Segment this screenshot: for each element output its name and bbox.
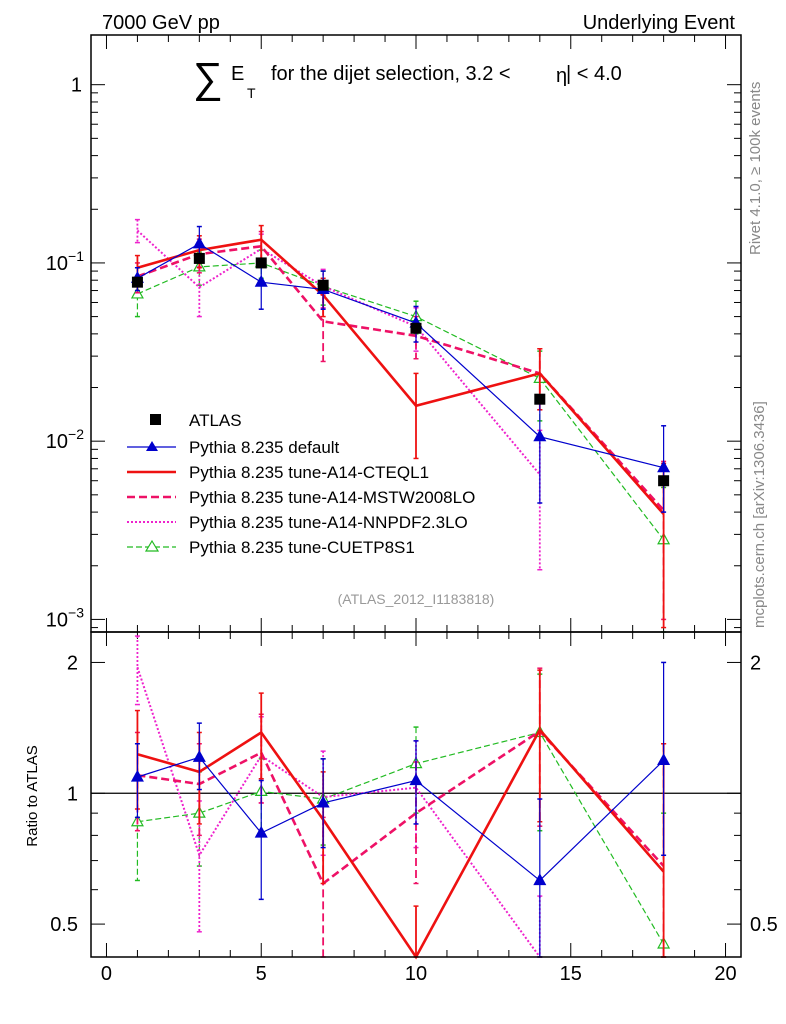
- process-label: Underlying Event: [583, 12, 736, 34]
- marker-default: [254, 825, 268, 838]
- legend-label-mstw: Pythia 8.235 tune-A14-MSTW2008LO: [189, 488, 475, 507]
- legend-label-cuetp8s1: Pythia 8.235 tune-CUETP8S1: [189, 538, 415, 557]
- marker-default: [409, 773, 423, 786]
- legend-label-nnpdf: Pythia 8.235 tune-A14-NNPDF2.3LO: [189, 513, 468, 532]
- title-t-subscript: T: [247, 85, 256, 101]
- ratio-ytick-label-right: 2: [750, 652, 761, 674]
- legend-entry-atlas: ATLAS: [150, 411, 242, 430]
- data-point-atlas: [317, 279, 329, 291]
- analysis-id: (ATLAS_2012_I1183818): [338, 591, 495, 607]
- ratio-ytick-label: 2: [67, 652, 78, 674]
- legend: ATLAS Pythia 8.235 default Pythia 8.235 …: [127, 411, 475, 557]
- ratio-series: [130, 635, 671, 960]
- sum-symbol: ∑: [193, 54, 223, 101]
- marker-default: [130, 769, 144, 782]
- marker-default: [533, 873, 547, 886]
- legend-marker-cuetp8s1: [144, 539, 160, 552]
- plot-title: ∑ E T for the dijet selection, 3.2 < η |…: [193, 54, 622, 101]
- main-ytick-label: 10−2: [46, 426, 84, 453]
- marker-default: [316, 795, 330, 808]
- title-eta: η: [556, 65, 567, 87]
- marker-default: [192, 236, 206, 249]
- ratio-ytick-label-right: 0.5: [750, 914, 778, 936]
- title-e-letter: E: [231, 63, 244, 85]
- data-point-atlas: [658, 475, 670, 487]
- legend-entry-cteql1: Pythia 8.235 tune-A14-CTEQL1: [127, 463, 429, 482]
- data-point-atlas: [534, 393, 546, 405]
- marker-default: [533, 429, 547, 442]
- title-bracket: | < 4.0: [566, 63, 622, 85]
- main-y-ticks: [91, 84, 741, 629]
- main-ytick-label: 10−3: [46, 604, 84, 631]
- data-point-atlas: [131, 276, 143, 288]
- main-y-labels: 10−3 10−2 10−1 1: [46, 75, 84, 632]
- ratio-ytick-label: 0.5: [50, 914, 78, 936]
- series-line-mstw: [137, 729, 665, 886]
- data-point-atlas: [255, 257, 267, 269]
- marker-default: [192, 750, 206, 762]
- legend-entry-cuetp8s1: Pythia 8.235 tune-CUETP8S1: [127, 538, 415, 557]
- xtick-label: 5: [256, 963, 267, 985]
- main-panel: 10−3 10−2 10−1 1 ATLAS Pythia 8.235 defa…: [46, 34, 742, 633]
- xtick-label: 20: [714, 963, 736, 985]
- mcplots-label: mcplots.cern.ch [arXiv:1306.3436]: [751, 401, 768, 628]
- legend-marker-default: [146, 441, 158, 451]
- main-ytick-label: 1: [71, 75, 82, 97]
- series-line-default: [137, 756, 665, 882]
- marker-default: [657, 753, 671, 766]
- legend-label-cteql1: Pythia 8.235 tune-A14-CTEQL1: [189, 463, 429, 482]
- title-selection-text: for the dijet selection, 3.2 <: [271, 63, 511, 85]
- xtick-label: 0: [101, 963, 112, 985]
- series-line-cuetp8s1: [137, 731, 665, 945]
- main-x-ticks: [105, 35, 727, 632]
- legend-marker-atlas: [150, 414, 161, 425]
- series-line-default: [137, 243, 664, 469]
- data-point-atlas: [193, 252, 205, 264]
- xtick-label: 10: [405, 963, 427, 985]
- legend-entry-mstw: Pythia 8.235 tune-A14-MSTW2008LO: [127, 488, 475, 507]
- main-series: [130, 218, 671, 633]
- legend-label-atlas: ATLAS: [189, 411, 242, 430]
- legend-entry-nnpdf: Pythia 8.235 tune-A14-NNPDF2.3LO: [127, 513, 468, 532]
- marker-default: [254, 274, 268, 287]
- xtick-label: 15: [560, 963, 582, 985]
- rivet-label: Rivet 4.1.0, ≥ 100k events: [747, 82, 764, 255]
- energy-label: 7000 GeV pp: [102, 12, 220, 34]
- main-ytick-label: 10−1: [46, 248, 84, 275]
- ratio-ytick-label: 1: [67, 783, 78, 805]
- legend-entry-default: Pythia 8.235 default: [127, 438, 340, 457]
- ratio-y-axis-label: Ratio to ATLAS: [24, 745, 41, 846]
- marker-default: [657, 460, 671, 473]
- ratio-frame: [90, 631, 742, 958]
- ratio-panel: 0.5 1 2 0.5 2 Ratio to ATLAS 0 5 10 15 2…: [24, 631, 778, 985]
- legend-label-default: Pythia 8.235 default: [189, 438, 340, 457]
- data-point-atlas: [410, 322, 422, 334]
- series-line-cteql1: [137, 727, 665, 960]
